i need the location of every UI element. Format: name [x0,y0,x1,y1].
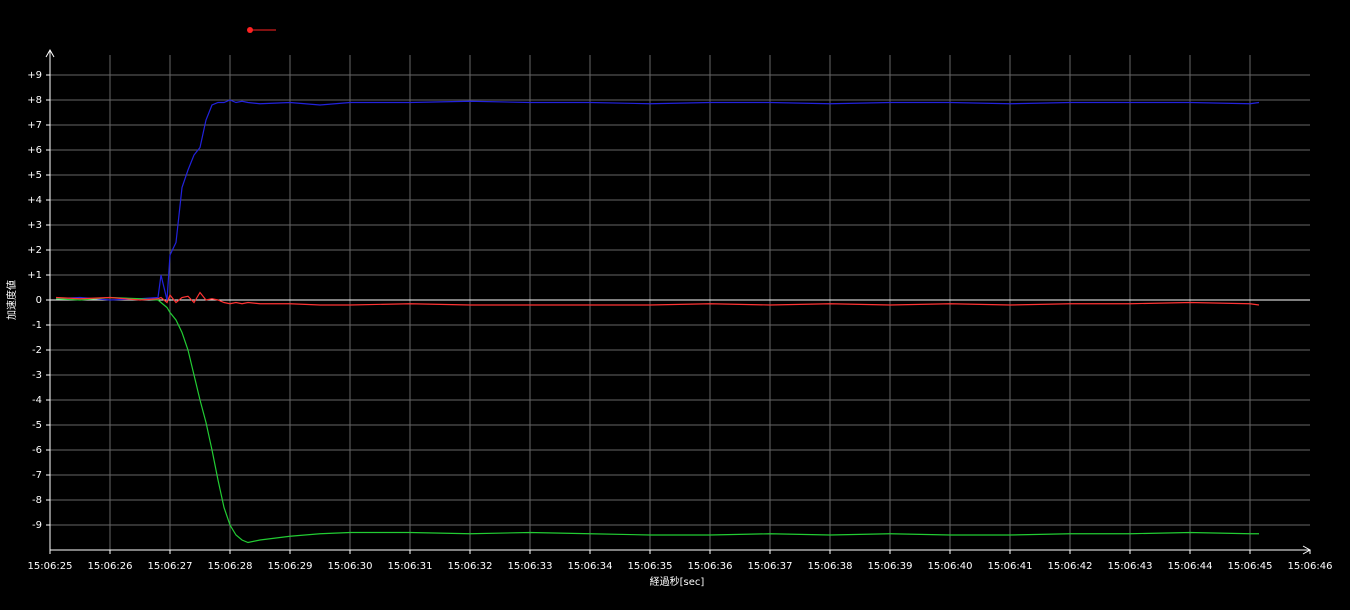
y-axis-label: 加速度値 [5,280,18,320]
x-tick-label: 15:06:42 [1048,561,1093,572]
x-axis-label: 経過秒[sec] [650,575,705,588]
x-tick-label: 15:06:37 [748,561,793,572]
y-tick-label: -9 [32,520,42,531]
grid: 15:06:25 15:06:26 15:06:27 15:06:28 15:06:29… [27,55,1332,572]
x-tick-label: 15:06:35 [628,561,673,572]
y-axis-arrow [45,48,55,58]
x-tick-label: 15:06:27 [148,561,193,572]
y-tick-label: -6 [32,445,42,456]
x-tick-label: 15:06:31 [388,561,433,572]
x-tick-label: 15:06:43 [1108,561,1153,572]
x-tick-label: 15:06:28 [208,561,253,572]
y-tick-label: +7 [27,120,42,131]
plot [55,99,1260,544]
series-line [55,291,1260,306]
x-tick-label: 15:06:45 [1228,561,1273,572]
x-tick-label: 15:06:25 [28,561,73,572]
x-tick-label: 15:06:26 [88,561,133,572]
y-tick-label: +5 [27,170,42,181]
y-tick-label: -1 [32,320,42,331]
y-tick-label: +1 [27,270,42,281]
y-tick-label: 0 [36,295,42,306]
y-tick-label: -2 [32,345,42,356]
x-tick-label: 15:06:40 [928,561,973,572]
y-tick-label: -4 [32,395,42,406]
y-tick-label: +9 [27,70,42,81]
x-tick-label: 15:06:36 [688,561,733,572]
y-tick-label: -3 [32,370,42,381]
x-tick-label: 15:06:30 [328,561,373,572]
x-axis-arrow [1302,545,1312,555]
x-tick-label: 15:06:46 [1288,561,1333,572]
y-tick-label: +3 [27,220,42,231]
x-tick-label: 15:06:34 [568,561,613,572]
x-tick-label: 15:06:41 [988,561,1033,572]
y-tick-label: -7 [32,470,42,481]
x-tick-label: 15:06:38 [808,561,853,572]
x-tick-label: 15:06:33 [508,561,553,572]
y-tick-label: +4 [27,195,42,206]
series-line [55,296,1259,544]
y-tick-label: -5 [32,420,42,431]
x-tick-label: 15:06:39 [868,561,913,572]
y-tick-label: +2 [27,245,42,256]
series-line [55,99,1260,301]
y-tick-label: +6 [27,145,42,156]
x-tick-label: 15:06:44 [1168,561,1213,572]
x-tick-label: 15:06:32 [448,561,493,572]
y-tick-label: +8 [27,95,42,106]
x-tick-label: 15:06:29 [268,561,313,572]
y-tick-label: -8 [32,495,42,506]
